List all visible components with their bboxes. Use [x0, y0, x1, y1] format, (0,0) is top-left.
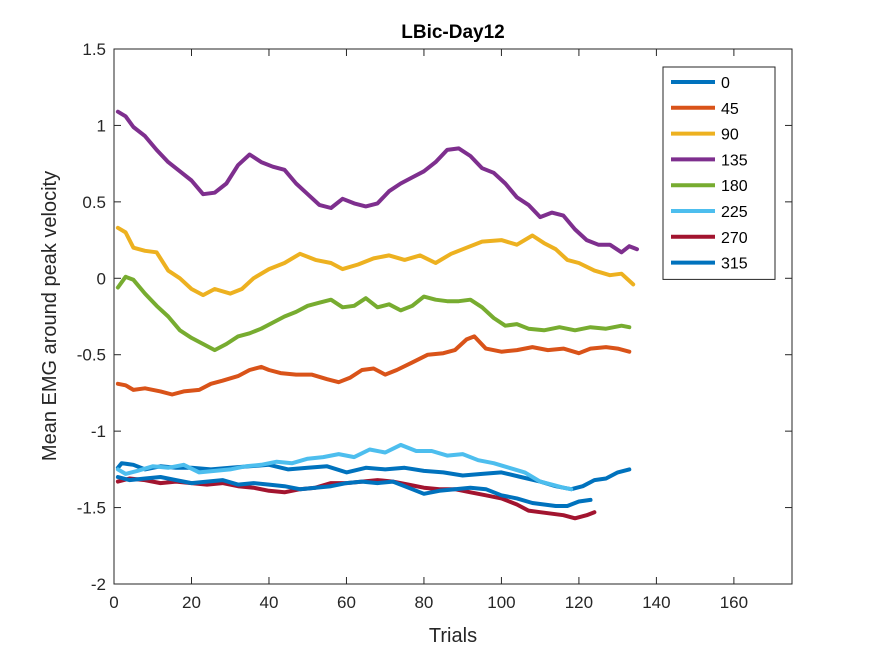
y-tick-label: 0 [97, 269, 106, 288]
series-line-45 [115, 334, 632, 397]
legend-box [662, 66, 776, 280]
x-tick-label: 100 [487, 593, 515, 612]
chart-title: LBic-Day12 [401, 22, 505, 43]
y-tick-label: -1.5 [77, 499, 106, 518]
series-layer [115, 109, 639, 521]
axes-box [113, 48, 793, 585]
x-tick-label: 80 [414, 593, 433, 612]
y-axis-label: Mean EMG around peak velocity [39, 171, 61, 461]
legend-label-135: 135 [721, 152, 748, 169]
y-tick-label: 1.5 [82, 40, 106, 59]
series-line-135 [115, 109, 639, 255]
series-line-180 [115, 274, 632, 353]
series-line-90 [115, 225, 636, 298]
y-tick-label: 1 [97, 116, 106, 135]
series-line-225 [115, 442, 574, 492]
x-axis-label: Trials [429, 625, 477, 647]
x-tick-label: 40 [260, 593, 279, 612]
legend-label-225: 225 [721, 204, 748, 221]
legend-label-315: 315 [721, 256, 748, 273]
legend-label-180: 180 [721, 178, 748, 195]
x-tick-label: 20 [182, 593, 201, 612]
legend: 0 45 90 135 180 225 270 315 [662, 66, 776, 280]
axes-layer: 0 20 40 60 80 100 120 140 160 -2 -1.5 -1 -0.5 0 0.5 1 1.… [77, 40, 793, 612]
x-tick-label: 140 [642, 593, 670, 612]
y-tick-label: 0.5 [82, 193, 106, 212]
legend-label-90: 90 [721, 127, 739, 144]
series-line-315 [115, 475, 593, 508]
x-tick-label: 160 [720, 593, 748, 612]
y-tick-label: -2 [91, 575, 106, 594]
y-tick-label: -1 [91, 422, 106, 441]
x-tick-label: 120 [565, 593, 593, 612]
legend-label-0: 0 [721, 75, 730, 92]
legend-label-45: 45 [721, 101, 739, 118]
y-tick-label: -0.5 [77, 346, 106, 365]
legend-label-270: 270 [721, 230, 748, 247]
x-tick-label: 0 [109, 593, 118, 612]
x-tick-label: 60 [337, 593, 356, 612]
